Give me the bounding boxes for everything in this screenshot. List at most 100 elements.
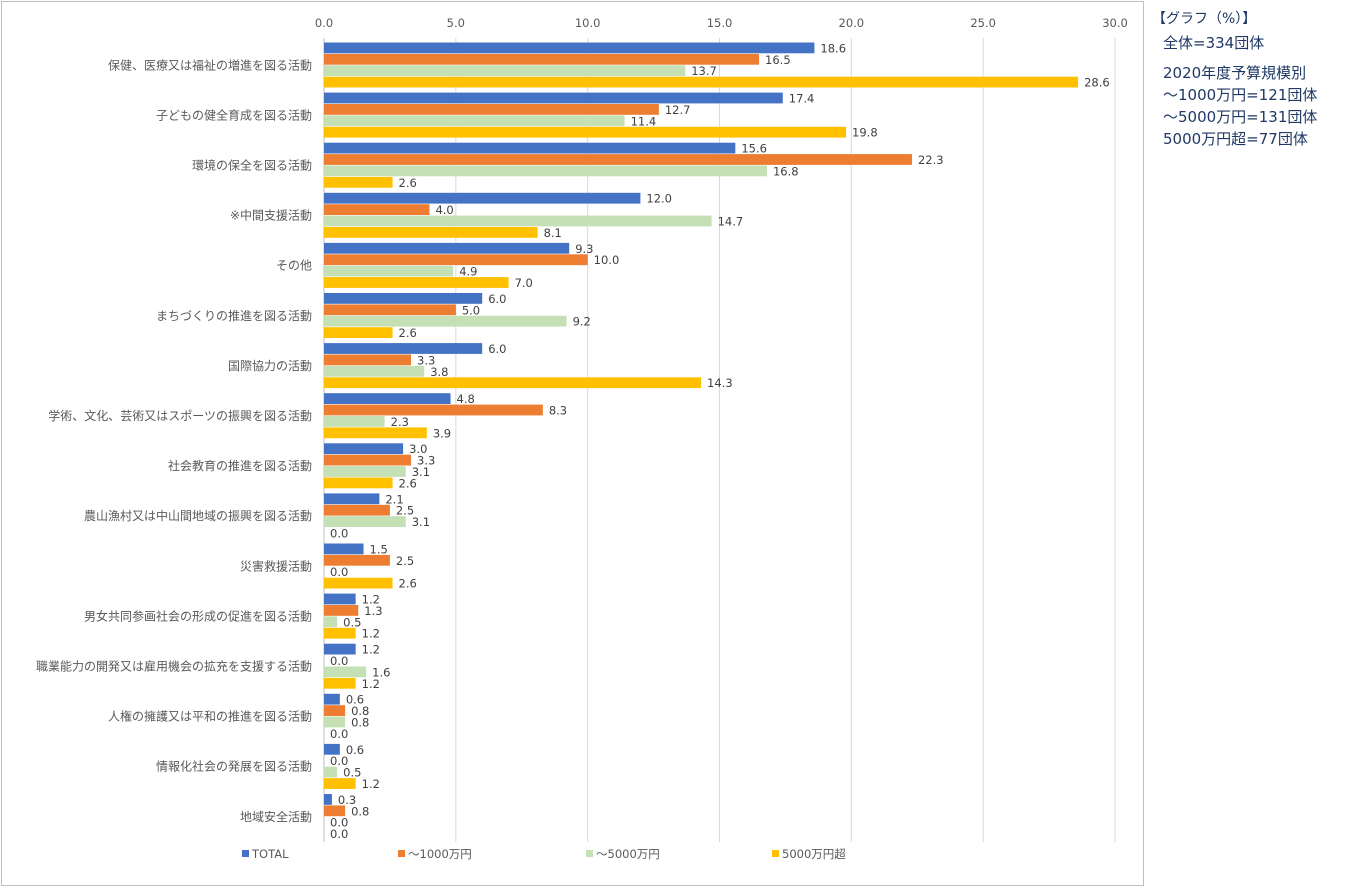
- category-label: ※中間支援活動: [230, 208, 312, 223]
- data-label: 1.2: [362, 593, 380, 607]
- data-label: 8.3: [549, 404, 567, 418]
- bar: [324, 743, 340, 755]
- data-label: 16.8: [773, 164, 799, 178]
- bar: [324, 165, 767, 177]
- bar: [324, 104, 659, 115]
- data-label: 6.0: [488, 342, 506, 356]
- data-label: 3.9: [433, 426, 451, 440]
- side-note-total: 全体=334団体: [1163, 34, 1265, 52]
- data-label: 0.0: [330, 827, 348, 841]
- bar: [324, 805, 346, 817]
- category-label: 社会教育の推進を図る活動: [168, 458, 312, 473]
- side-note-title: 【グラフ（%）】: [1152, 11, 1257, 27]
- data-label: 13.7: [691, 64, 717, 78]
- bar: [324, 516, 406, 527]
- category-label: まちづくりの推進を図る活動: [156, 309, 312, 323]
- bar: [324, 593, 356, 605]
- data-label: 0.8: [351, 704, 369, 718]
- bar: [324, 254, 588, 266]
- bar: [324, 794, 332, 805]
- bar: [324, 393, 451, 404]
- data-label: 0.8: [351, 716, 369, 730]
- data-label: 2.6: [399, 577, 417, 591]
- data-label: 4.8: [457, 392, 475, 406]
- bar: [324, 293, 483, 304]
- data-label: 3.8: [430, 365, 448, 379]
- data-label: 28.6: [1084, 76, 1110, 90]
- legend-swatch: [772, 850, 779, 857]
- side-note-line: ～5000万円=131団体: [1163, 108, 1318, 126]
- data-label: 5.0: [462, 303, 480, 317]
- data-label: 2.5: [396, 504, 414, 518]
- category-label: 子どもの健全育成を図る活動: [156, 107, 312, 122]
- bar: [324, 404, 543, 416]
- data-label: 19.8: [852, 126, 878, 140]
- bar: [324, 204, 430, 215]
- data-label: 11.4: [631, 114, 657, 128]
- category-label: 人権の擁護又は平和の推進を図る活動: [108, 709, 312, 724]
- bar: [324, 115, 625, 127]
- category-label: 保健、医療又は福祉の増進を図る活動: [108, 57, 312, 72]
- data-label: 4.0: [435, 203, 453, 217]
- chart-frame: 0.0 5.0 10.0 15.0 20.0 25.0 30.0 保健、医療又は福祉の増進を図…: [1, 1, 1144, 886]
- data-label: 10.0: [594, 253, 620, 267]
- legend-swatch: [586, 850, 593, 857]
- data-label: 3.3: [417, 353, 435, 367]
- bar: [324, 42, 815, 54]
- x-tick-label: 20.0: [839, 16, 865, 30]
- data-label: 0.3: [338, 793, 356, 807]
- data-label: 1.2: [362, 777, 380, 791]
- category-label: 農山漁村又は中山間地域の振興を図る活動: [84, 508, 312, 523]
- bar: [324, 643, 356, 655]
- data-label: 0.0: [330, 727, 348, 741]
- data-label: 12.0: [646, 192, 672, 206]
- legend-swatch: [242, 850, 249, 857]
- bar: [324, 126, 847, 138]
- category-label: 環境の保全を図る活動: [192, 158, 312, 173]
- bar: [324, 76, 1079, 88]
- data-label: 0.0: [330, 816, 348, 830]
- bar: [324, 277, 509, 288]
- data-label: 12.7: [665, 103, 691, 117]
- data-label: 8.1: [544, 226, 562, 240]
- bar: [324, 416, 385, 427]
- data-label: 9.2: [573, 315, 591, 329]
- bar: [324, 192, 641, 204]
- bar: [324, 327, 393, 338]
- side-note-breakdown-title: 2020年度予算規模別: [1163, 64, 1307, 82]
- x-tick-label: 15.0: [707, 16, 733, 30]
- legend-label: ～5000万円: [596, 847, 660, 861]
- category-label: 地域安全活動: [240, 809, 312, 824]
- bar: [324, 716, 346, 728]
- x-tick-label: 10.0: [575, 16, 601, 30]
- data-label: 1.3: [364, 604, 382, 618]
- bar: [324, 427, 427, 439]
- bar: [324, 766, 338, 778]
- data-label: 0.8: [351, 804, 369, 818]
- bar: [324, 466, 406, 477]
- data-label: 1.2: [362, 643, 380, 657]
- data-label: 0.5: [343, 766, 361, 780]
- bar: [324, 605, 359, 616]
- bar: [324, 493, 380, 505]
- bar: [324, 65, 686, 77]
- bar: [324, 377, 702, 389]
- bar: [324, 504, 390, 516]
- x-tick-label: 5.0: [447, 16, 465, 30]
- bar: [324, 215, 712, 227]
- bar: [324, 176, 393, 188]
- data-label: 0.0: [330, 754, 348, 768]
- data-label: 0.6: [346, 693, 364, 707]
- bar: [324, 705, 346, 716]
- legend-label: ～1000万円: [408, 847, 472, 861]
- category-label: 災害救援活動: [240, 558, 312, 573]
- data-label: 4.9: [459, 265, 477, 279]
- bar: [324, 315, 567, 327]
- data-label: 17.4: [789, 92, 815, 106]
- data-label: 1.2: [362, 677, 380, 691]
- data-label: 3.3: [417, 454, 435, 468]
- data-label: 0.0: [330, 527, 348, 541]
- x-tick-label: 30.0: [1102, 16, 1128, 30]
- bar: [324, 627, 356, 639]
- data-label: 0.5: [343, 615, 361, 629]
